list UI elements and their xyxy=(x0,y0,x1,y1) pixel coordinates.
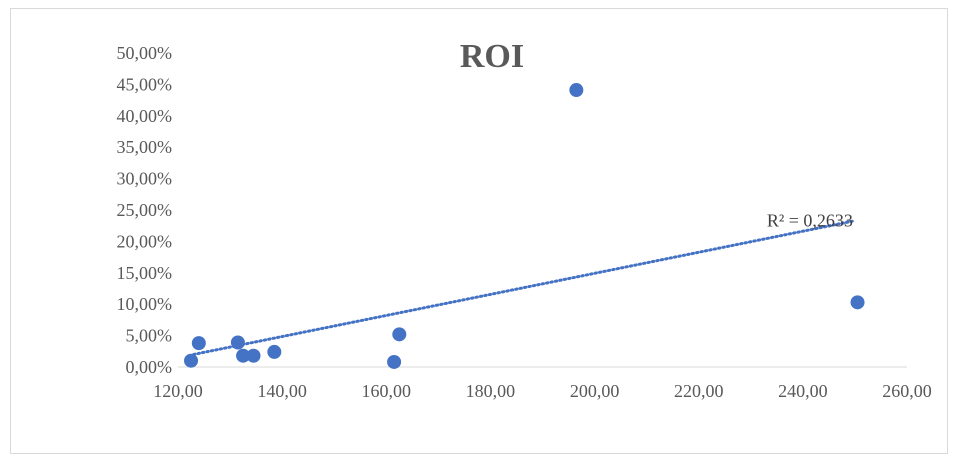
data-point xyxy=(850,295,865,310)
chart-title: ROI xyxy=(460,38,524,75)
y-tick-label: 30,00% xyxy=(117,169,173,189)
chart-frame: 0,00% 5,00% 10,00% 15,00% 20,00% 25,00% 30,00%… xyxy=(10,8,948,454)
x-tick-label: 120,00 xyxy=(153,381,203,401)
y-tick-label: 15,00% xyxy=(117,263,173,283)
chart-svg: 0,00% 5,00% 10,00% 15,00% 20,00% 25,00% 30,00%… xyxy=(117,38,932,401)
data-point xyxy=(236,348,251,363)
data-point xyxy=(191,336,206,351)
y-tick-label: 0,00% xyxy=(126,357,173,377)
data-point xyxy=(184,353,199,368)
trendline xyxy=(192,219,857,356)
x-tick-label: 140,00 xyxy=(257,381,307,401)
y-tick-label: 20,00% xyxy=(117,231,173,251)
data-point xyxy=(267,344,282,359)
x-tick-label: 160,00 xyxy=(362,381,412,401)
data-point xyxy=(387,354,402,369)
trendline-r2-label: R² = 0,2633 xyxy=(767,211,853,231)
data-point xyxy=(230,335,245,350)
x-tick-label: 240,00 xyxy=(778,381,828,401)
y-tick-label: 40,00% xyxy=(117,106,173,126)
data-point xyxy=(392,327,407,342)
x-tick-label: 200,00 xyxy=(570,381,620,401)
data-point xyxy=(569,83,584,98)
y-tick-label: 10,00% xyxy=(117,294,173,314)
y-tick-label: 35,00% xyxy=(117,137,173,157)
plot-area: 0,00% 5,00% 10,00% 15,00% 20,00% 25,00% 30,00%… xyxy=(117,43,932,401)
data-point xyxy=(246,348,261,363)
x-tick-label: 260,00 xyxy=(882,381,932,401)
x-tick-label: 220,00 xyxy=(674,381,724,401)
y-tick-label: 50,00% xyxy=(117,43,173,63)
x-tick-label: 180,00 xyxy=(466,381,516,401)
y-tick-label: 45,00% xyxy=(117,74,173,94)
y-tick-label: 5,00% xyxy=(126,326,173,346)
y-tick-label: 25,00% xyxy=(117,200,173,220)
